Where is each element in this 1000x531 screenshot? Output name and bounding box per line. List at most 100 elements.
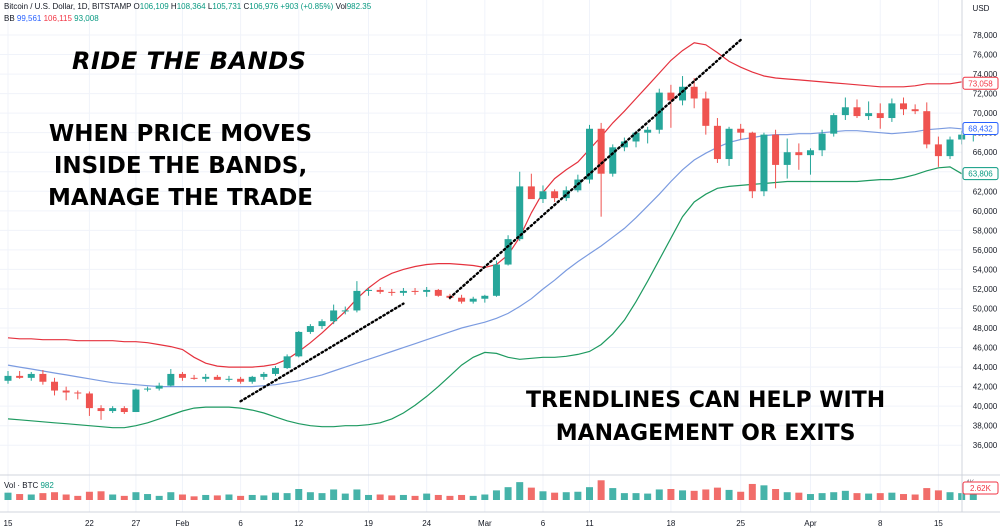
candle-body [644, 129, 652, 133]
candle-body [318, 321, 326, 327]
volume-bar [644, 493, 652, 500]
volume-bar [353, 489, 361, 500]
candle-body [399, 290, 407, 293]
candle-body [539, 191, 547, 200]
volume-bar [62, 494, 70, 500]
candle-body [620, 141, 628, 148]
candle-body [667, 92, 675, 101]
candle-body [725, 128, 733, 160]
candle-body [39, 373, 47, 382]
low-label: L [207, 2, 213, 11]
candle-body [283, 356, 291, 369]
volume-bar [120, 495, 128, 500]
candle-body [934, 144, 942, 157]
candle-body [911, 109, 919, 112]
bb-legend[interactable]: BB 99,561 106,115 93,008 [4, 14, 99, 23]
volume-bar [748, 483, 756, 500]
volume-bar [190, 496, 198, 500]
price-badge-bg [962, 167, 999, 181]
volume-bar [376, 494, 384, 500]
y-tick-label: 76,000 [973, 51, 998, 60]
candle-body [97, 408, 105, 412]
volume-bar [888, 492, 896, 500]
annotation-title: RIDE THE BANDS [72, 47, 307, 75]
open-value: 106,109 [139, 2, 169, 11]
low-value: 105,731 [212, 2, 242, 11]
x-tick-label: 6 [238, 519, 243, 528]
y-tick-label: 66,000 [973, 148, 998, 157]
volume-bar [667, 489, 675, 500]
candle-body [155, 385, 163, 389]
volume-bar [260, 495, 268, 500]
candle-body [690, 86, 698, 99]
price-badge: 68,432 [968, 124, 993, 133]
candle-body [225, 378, 233, 380]
candle-body [737, 128, 745, 133]
y-tick-label: 50,000 [973, 304, 998, 313]
volume-bar [737, 491, 745, 500]
candle-body [923, 111, 931, 145]
volume-bar [411, 495, 419, 500]
y-tick-label: 74,000 [973, 70, 998, 79]
currency-label[interactable]: USD [972, 3, 990, 13]
volume-bar [527, 487, 535, 500]
price-badge: 63,806 [968, 170, 993, 179]
basis-line [7, 127, 974, 388]
trendline [448, 38, 742, 299]
volume-legend[interactable]: Vol · BTC 982 [4, 481, 54, 490]
candle-body [458, 297, 466, 302]
volume-bar [341, 493, 349, 500]
volume-bar [271, 492, 279, 500]
symbol-title[interactable]: Bitcoin / U.S. Dollar, 1D, BITSTAMP [4, 2, 132, 11]
volume-pane-value: 982 [40, 481, 54, 490]
volume-bar [330, 489, 338, 500]
high-value: 108,364 [176, 2, 206, 11]
candle-body [492, 264, 500, 296]
y-tick-label: 48,000 [973, 324, 998, 333]
candle-body [853, 107, 861, 117]
volume-bar [202, 494, 210, 500]
candle-body [876, 113, 884, 119]
volume-bar [178, 494, 186, 500]
volume-bar [900, 494, 908, 500]
candle-body [748, 132, 756, 192]
vol-label: Vol [335, 2, 347, 11]
y-tick-label: 44,000 [973, 363, 998, 372]
y-tick-label: 72,000 [973, 90, 998, 99]
candle-body [597, 128, 605, 174]
candle-body [946, 139, 954, 157]
volume-bar [481, 494, 489, 500]
y-tick-label: 36,000 [973, 441, 998, 450]
candle-body [62, 390, 70, 393]
volume-bar [609, 488, 617, 500]
volume-bar [492, 490, 500, 500]
volume-bar [969, 493, 977, 500]
volume-bar [806, 494, 814, 500]
y-tick-label: 40,000 [973, 402, 998, 411]
bb-basis-value: 99,561 [16, 14, 42, 23]
volume-bar [306, 492, 314, 500]
candle-body [434, 289, 442, 296]
volume-pane-label: Vol · BTC [4, 481, 39, 490]
candle-body [795, 152, 803, 156]
volume-bar [620, 493, 628, 500]
annotation-line: WHEN PRICE MOVES [48, 121, 313, 147]
volume-bar [423, 493, 431, 500]
x-tick-label: 15 [934, 519, 943, 528]
volume-bar [516, 482, 524, 500]
x-tick-label: 18 [666, 519, 675, 528]
volume-bar [783, 492, 791, 500]
candle-body [248, 376, 256, 382]
candle-body [109, 408, 117, 412]
volume-bar [795, 492, 803, 500]
candle-body [144, 388, 152, 390]
volume-bar [85, 491, 93, 500]
volume-bar [155, 495, 163, 500]
annotation-trendlines: TRENDLINES CAN HELP WITH MANAGEMENT OR E… [526, 384, 885, 450]
candle-body [353, 290, 361, 311]
y-tick-label: 58,000 [973, 226, 998, 235]
candle-body [888, 103, 896, 119]
candle-body [4, 375, 12, 381]
volume-bar [283, 493, 291, 500]
